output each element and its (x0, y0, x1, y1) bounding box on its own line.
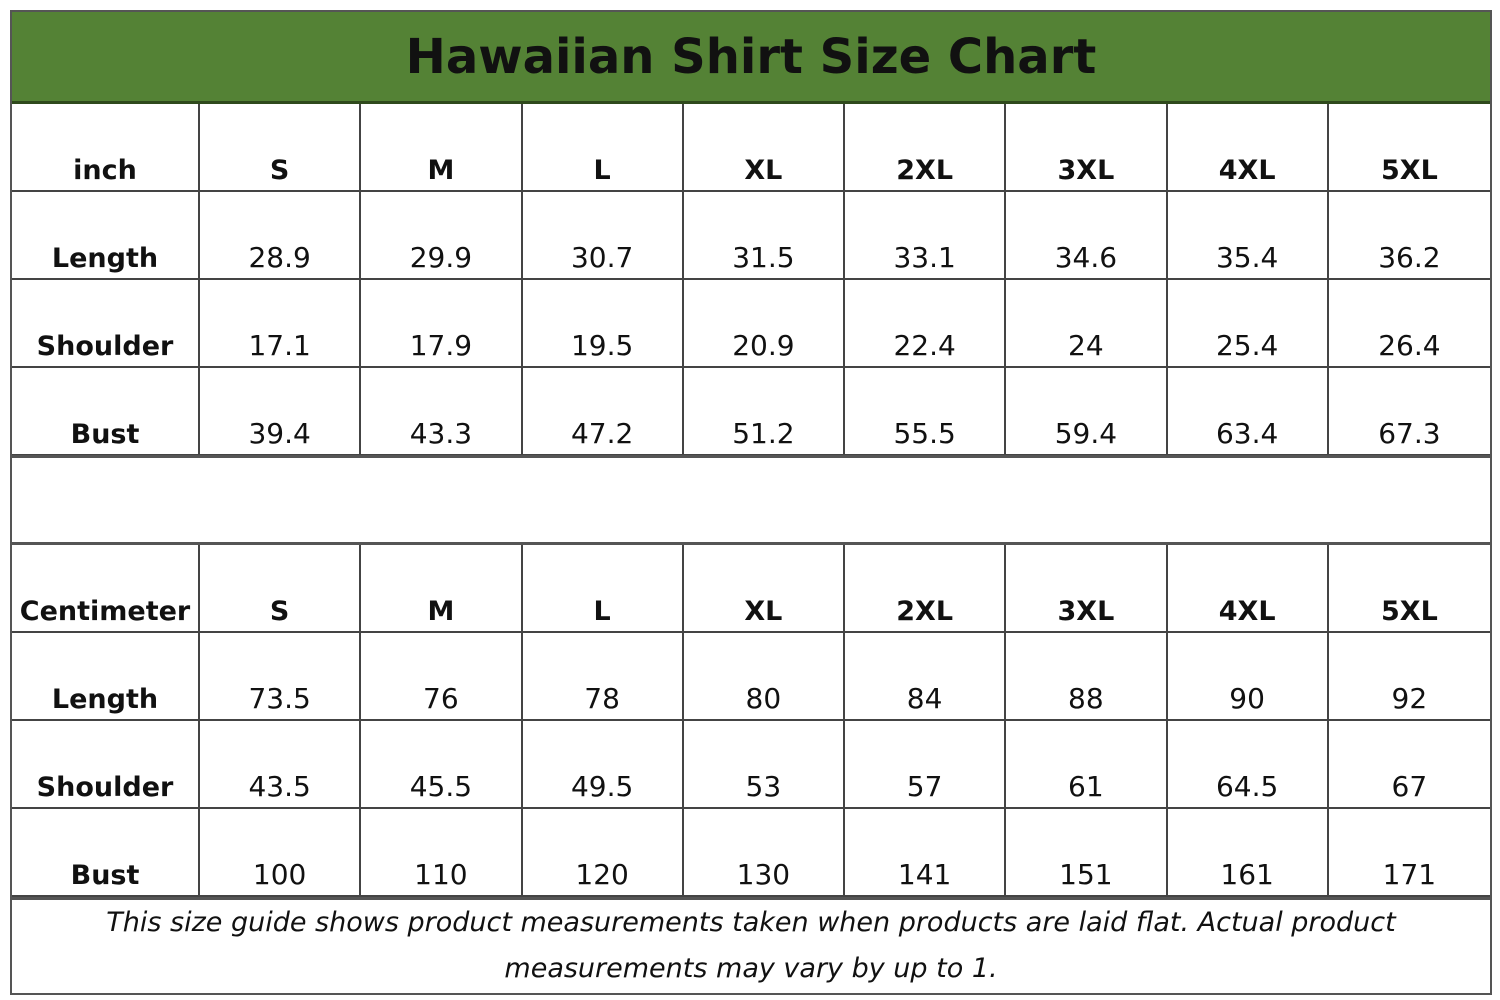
measurement-cell: 130 (683, 809, 845, 897)
size-header: 2XL (845, 104, 1007, 192)
measurement-cell: 36.2 (1328, 192, 1490, 280)
row-label: Bust (12, 809, 200, 897)
measurement-cell: 63.4 (1167, 368, 1329, 456)
row-label: Bust (12, 368, 200, 456)
size-header: XL (683, 545, 845, 633)
measurement-cell: 76 (361, 633, 523, 721)
measurement-cell: 25.4 (1167, 280, 1329, 368)
measurement-cell: 120 (522, 809, 684, 897)
measurement-cell: 90 (1167, 633, 1329, 721)
unit-header: inch (12, 104, 200, 192)
size-header: M (361, 545, 523, 633)
measurement-cell: 43.3 (361, 368, 523, 456)
size-header: 3XL (1006, 104, 1168, 192)
measurement-cell: 34.6 (1006, 192, 1168, 280)
measurement-cell: 55.5 (845, 368, 1007, 456)
measurement-cell: 88 (1006, 633, 1168, 721)
size-header: 5XL (1328, 545, 1490, 633)
measurement-cell: 17.9 (361, 280, 523, 368)
measurement-cell: 20.9 (683, 280, 845, 368)
measurement-cell: 161 (1167, 809, 1329, 897)
measurement-cell: 57 (845, 721, 1007, 809)
measurement-cell: 33.1 (845, 192, 1007, 280)
measurement-cell: 67 (1328, 721, 1490, 809)
size-header: L (522, 545, 684, 633)
measurement-cell: 49.5 (522, 721, 684, 809)
measurement-cell: 59.4 (1006, 368, 1168, 456)
measurement-cell: 29.9 (361, 192, 523, 280)
measurement-cell: 78 (522, 633, 684, 721)
measurement-cell: 53 (683, 721, 845, 809)
measurement-cell: 92 (1328, 633, 1490, 721)
row-label: Shoulder (12, 280, 200, 368)
size-header: S (200, 545, 362, 633)
measurement-cell: 26.4 (1328, 280, 1490, 368)
chart-title: Hawaiian Shirt Size Chart (12, 12, 1490, 104)
size-header: M (361, 104, 523, 192)
measurement-cell: 110 (361, 809, 523, 897)
size-header: L (522, 104, 684, 192)
inch-table: inch S M L XL 2XL 3XL 4XL 5XL Length 28.9 29.9 30.7 3… (12, 104, 1490, 456)
measurement-cell: 171 (1328, 809, 1490, 897)
measurement-cell: 30.7 (522, 192, 684, 280)
spacer-row (12, 455, 1490, 545)
measurement-cell: 17.1 (200, 280, 362, 368)
measurement-cell: 39.4 (200, 368, 362, 456)
size-header: S (200, 104, 362, 192)
size-header: 4XL (1167, 104, 1329, 192)
measurement-cell: 64.5 (1167, 721, 1329, 809)
footer-note: This size guide shows product measuremen… (12, 897, 1490, 993)
measurement-cell: 73.5 (200, 633, 362, 721)
measurement-cell: 80 (683, 633, 845, 721)
size-header: 4XL (1167, 545, 1329, 633)
measurement-cell: 22.4 (845, 280, 1007, 368)
measurement-cell: 28.9 (200, 192, 362, 280)
size-chart: Hawaiian Shirt Size Chart inch S M L XL 2XL 3X… (10, 10, 1492, 995)
measurement-cell: 100 (200, 809, 362, 897)
measurement-cell: 19.5 (522, 280, 684, 368)
measurement-cell: 31.5 (683, 192, 845, 280)
centimeter-table: Centimeter S M L XL 2XL 3XL 4XL 5XL Length 73.5 76 7… (12, 545, 1490, 897)
size-header: 3XL (1006, 545, 1168, 633)
unit-header: Centimeter (12, 545, 200, 633)
measurement-cell: 47.2 (522, 368, 684, 456)
size-header: XL (683, 104, 845, 192)
measurement-cell: 141 (845, 809, 1007, 897)
size-header: 2XL (845, 545, 1007, 633)
measurement-cell: 151 (1006, 809, 1168, 897)
row-label: Shoulder (12, 721, 200, 809)
size-header: 5XL (1328, 104, 1490, 192)
row-label: Length (12, 192, 200, 280)
measurement-cell: 84 (845, 633, 1007, 721)
measurement-cell: 67.3 (1328, 368, 1490, 456)
measurement-cell: 51.2 (683, 368, 845, 456)
measurement-cell: 35.4 (1167, 192, 1329, 280)
measurement-cell: 43.5 (200, 721, 362, 809)
row-label: Length (12, 633, 200, 721)
measurement-cell: 45.5 (361, 721, 523, 809)
measurement-cell: 24 (1006, 280, 1168, 368)
measurement-cell: 61 (1006, 721, 1168, 809)
